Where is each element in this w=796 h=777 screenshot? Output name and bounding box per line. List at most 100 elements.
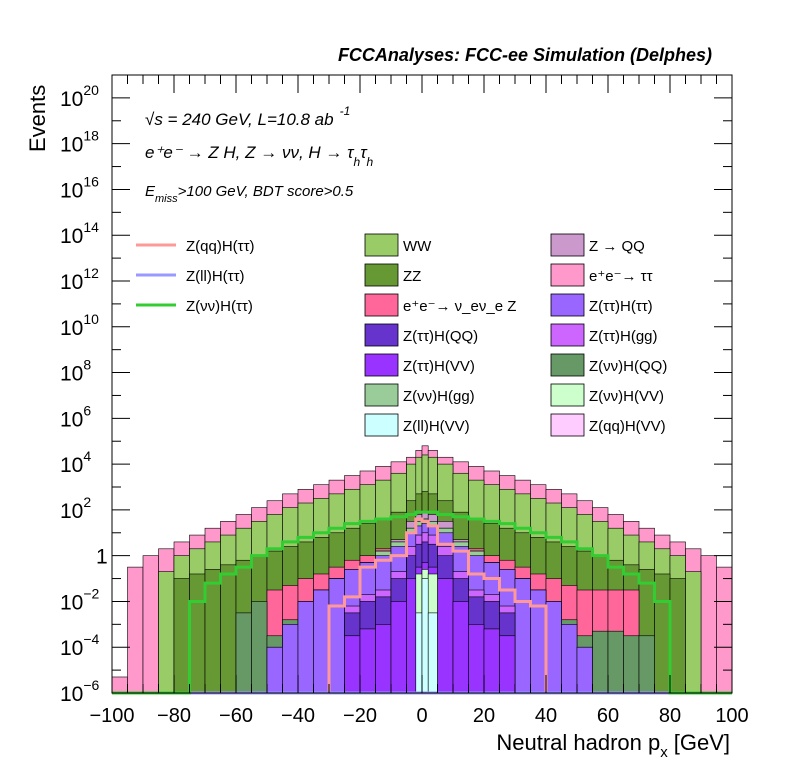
legend-label: Z → QQ <box>589 238 645 255</box>
legend-item-z-ll-h: Z(ll)H(ττ) <box>136 268 245 285</box>
x-tick-label: −100 <box>89 705 134 727</box>
y-tick-label: 10−2 <box>60 585 100 614</box>
legend-item-e-e-_e-_e-z: e⁺e⁻→ ν_eν_e Z <box>364 293 516 317</box>
bar <box>437 578 454 694</box>
legend-item-z-h-vv: Z(ττ)H(VV) <box>364 353 475 377</box>
y-tick-base: 10 <box>60 88 83 111</box>
bar <box>415 612 423 694</box>
y-tick-exponent: 2 <box>83 494 91 510</box>
bar <box>669 578 686 694</box>
y-tick-label: 104 <box>60 448 91 477</box>
y-tick-exponent: −4 <box>83 631 99 647</box>
legend: Z(qq)H(ττ) Z(ll)H(ττ) Z(νν)H(ττ) WW ZZ e⁺e⁻→ … <box>136 233 667 437</box>
bar <box>685 571 702 694</box>
legend-item-z-h-qq: Z(νν)H(QQ) <box>550 353 667 377</box>
y-tick-exponent: 4 <box>83 448 91 464</box>
legend-item-z-qq: Z → QQ <box>550 233 645 257</box>
y-tick-exponent: 14 <box>83 219 99 235</box>
process-tau2: τ <box>360 143 368 162</box>
legend-label: Z(νν)H(ττ) <box>186 298 253 315</box>
bar <box>499 635 516 694</box>
legend-label: Z(qq)H(VV) <box>589 418 666 435</box>
y-tick-exponent: 10 <box>83 311 99 327</box>
y-tick-label: 10−4 <box>60 631 100 660</box>
legend-swatch <box>550 233 585 257</box>
legend-swatch <box>550 293 585 317</box>
bar <box>375 624 392 694</box>
y-tick-label: 1020 <box>60 82 99 111</box>
x-axis-label-sub: x <box>660 744 668 761</box>
y-tick-label: 1 <box>96 546 108 569</box>
y-tick-label: 106 <box>60 402 91 431</box>
stacked-histograms <box>111 445 733 694</box>
axis-ticks: −100 −80 −60 −40 −20 0 20 40 60 80 100102010181016… <box>60 74 749 727</box>
y-tick-exponent: −6 <box>83 677 99 693</box>
legend-label: Z(ττ)H(VV) <box>403 358 475 375</box>
legend-item-z-qq-h-vv: Z(qq)H(VV) <box>550 413 666 437</box>
bar <box>406 578 417 694</box>
legend-swatch <box>364 233 399 257</box>
cuts-e: E <box>145 183 156 200</box>
y-tick-exponent: 18 <box>83 128 99 144</box>
series-z-h-vv <box>344 562 516 694</box>
bar <box>282 624 299 694</box>
legend-swatch <box>550 383 585 407</box>
y-tick-exponent: 8 <box>83 357 91 373</box>
energy-sup: -1 <box>340 104 351 118</box>
legend-swatch <box>550 263 585 287</box>
y-tick-base: 10 <box>60 408 83 431</box>
bar <box>421 578 429 694</box>
bar <box>592 630 609 694</box>
y-tick-label: 108 <box>60 357 91 386</box>
bar <box>173 578 190 694</box>
x-tick-label: 80 <box>659 705 681 727</box>
legend-item-z-ll-h-vv: Z(ll)H(VV) <box>364 413 470 437</box>
bar <box>142 555 159 694</box>
y-tick-exponent: 6 <box>83 402 91 418</box>
bar <box>700 555 717 694</box>
x-axis-label-unit: [GeV] <box>674 730 730 755</box>
cuts-rest: >100 GeV, BDT score>0.5 <box>178 183 354 200</box>
legend-label: Z(qq)H(ττ) <box>186 238 255 255</box>
x-tick-label: 0 <box>416 705 427 727</box>
legend-label: WW <box>403 238 432 255</box>
y-tick-base: 1 <box>96 546 108 569</box>
legend-swatch <box>364 293 399 317</box>
y-tick-base: 10 <box>60 179 83 202</box>
bar <box>251 601 268 694</box>
y-tick-base: 10 <box>60 363 83 386</box>
bar <box>359 628 376 694</box>
bar <box>158 571 175 694</box>
legend-item-zz: ZZ <box>364 263 421 287</box>
line-z-h <box>112 510 732 695</box>
bar <box>623 635 640 694</box>
legend-label: ZZ <box>403 268 421 285</box>
bar <box>545 601 562 694</box>
legend-label: Z(ττ)H(gg) <box>589 328 658 345</box>
energy-text: √s = 240 GeV, L=10.8 ab <box>145 110 334 129</box>
chart-title: FCCAnalyses: FCC-ee Simulation (Delphes) <box>338 45 712 65</box>
y-tick-exponent: 20 <box>83 82 99 98</box>
y-tick-base: 10 <box>60 317 83 340</box>
legend-item-z-h: Z(νν)H(ττ) <box>136 298 253 315</box>
x-tick-label: −40 <box>281 705 315 727</box>
x-tick-label: 40 <box>535 705 557 727</box>
bar <box>468 624 485 694</box>
bar <box>390 601 407 694</box>
y-tick-base: 10 <box>60 271 83 294</box>
bar <box>328 578 345 694</box>
y-tick-exponent: 12 <box>83 265 99 281</box>
legend-item-z-h-vv: Z(νν)H(VV) <box>550 383 664 407</box>
y-tick-label: 10−6 <box>60 677 100 706</box>
legend-swatch <box>364 323 399 347</box>
x-axis-label-main: Neutral hadron p <box>496 730 660 755</box>
legend-label: Z(ll)H(ττ) <box>186 268 245 285</box>
y-tick-label: 1018 <box>60 128 99 157</box>
bar <box>427 612 438 694</box>
legend-label: e⁺e⁻→ ν_eν_e Z <box>403 298 516 315</box>
bar <box>483 628 500 694</box>
y-tick-label: 1012 <box>60 265 99 294</box>
legend-item-z-h-qq: Z(ττ)H(QQ) <box>364 323 478 347</box>
